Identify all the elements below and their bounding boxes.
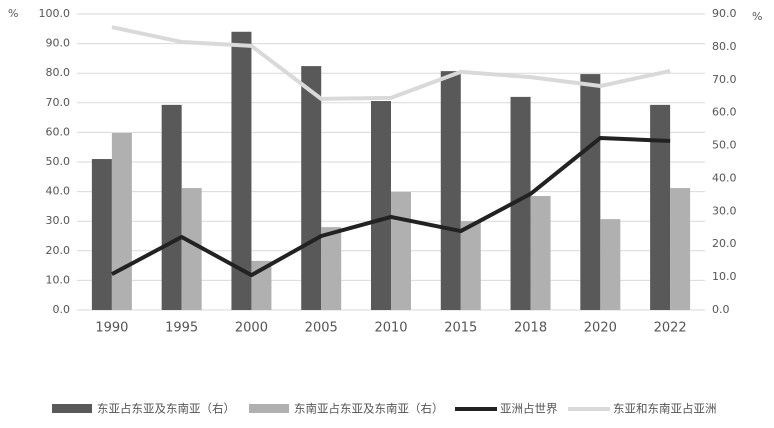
x-tick-label: 2015: [444, 321, 477, 336]
y-tick-label: 80.0: [46, 66, 71, 79]
legend-label: 东亚占东亚及东南亚（右）: [97, 402, 235, 416]
bar: [91, 159, 112, 310]
bar: [321, 227, 342, 310]
bar: [580, 74, 601, 310]
y2-tick-label: 70.0: [712, 73, 737, 86]
legend-label: 东亚和东南亚占亚洲: [613, 402, 717, 416]
y-tick-label: 40.0: [46, 185, 71, 198]
y2-tick-label: 20.0: [712, 237, 737, 250]
x-tick-label: 2018: [514, 321, 547, 336]
line: [110, 135, 671, 278]
legend-label: 东南亚占东亚及东南亚（右）: [294, 402, 444, 416]
x-tick-label: 2020: [584, 321, 617, 336]
y2-tick-label: 60.0: [712, 106, 737, 119]
y2-tick-label: 40.0: [712, 171, 737, 184]
bar: [650, 104, 671, 310]
bar: [161, 104, 182, 310]
y2-tick-label: 90.0: [712, 7, 737, 20]
y2-unit: %: [752, 10, 762, 23]
x-tick-label: 2022: [654, 321, 687, 336]
y-unit: %: [8, 7, 18, 20]
legend-swatch: [52, 404, 92, 413]
y-tick-label: 90.0: [46, 37, 71, 50]
x-tick-label: 2000: [235, 321, 268, 336]
bar: [460, 221, 481, 310]
x-tick-label: 1990: [95, 321, 128, 336]
line: [111, 25, 671, 101]
y2-tick-label: 50.0: [712, 139, 737, 152]
x-tick-label: 2005: [305, 321, 338, 336]
y-tick-label: 100.0: [39, 7, 71, 20]
bar: [301, 66, 322, 310]
bar: [231, 31, 252, 310]
y-tick-label: 10.0: [46, 273, 71, 286]
bar: [510, 96, 531, 310]
y2-tick-label: 80.0: [712, 40, 737, 53]
y-tick-label: 30.0: [46, 214, 71, 227]
bar: [530, 196, 551, 310]
bar: [670, 188, 691, 310]
y2-tick-label: 10.0: [712, 270, 737, 283]
bar: [181, 188, 202, 310]
y-tick-label: 50.0: [46, 155, 71, 168]
y-tick-label: 70.0: [46, 96, 71, 109]
bar: [111, 132, 132, 310]
bar: [440, 71, 461, 311]
y-tick-label: 60.0: [46, 125, 71, 138]
x-tick-label: 2010: [374, 321, 407, 336]
y2-tick-label: 30.0: [712, 204, 737, 217]
y-tick-label: 20.0: [46, 244, 71, 257]
y2-tick-label: 0.0: [712, 303, 730, 316]
x-tick-label: 1995: [165, 321, 198, 336]
bar: [391, 191, 411, 310]
bar: [371, 101, 391, 310]
legend-swatch: [249, 404, 289, 413]
y-tick-label: 0.0: [53, 303, 71, 316]
legend-label: 亚洲占世界: [500, 402, 558, 416]
bar: [600, 219, 621, 310]
